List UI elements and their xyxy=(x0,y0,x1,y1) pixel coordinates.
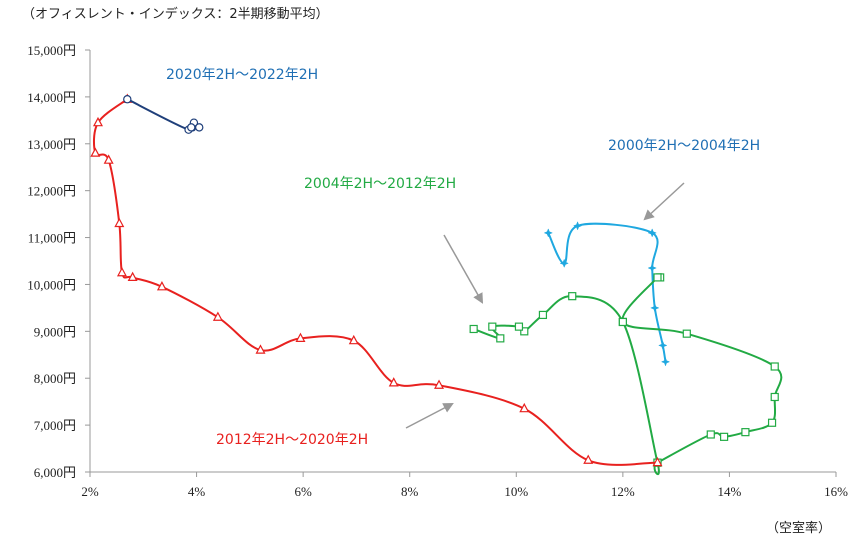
y-tick-label: 12,000円 xyxy=(27,184,76,199)
series-2 xyxy=(90,93,663,467)
data-point xyxy=(568,292,577,301)
data-point xyxy=(212,311,223,321)
y-tick-label: 10,000円 xyxy=(27,277,76,292)
y-tick-label: 8,000円 xyxy=(34,371,76,386)
data-point xyxy=(770,362,779,371)
chart-title: （オフィスレント・インデックス：2半期移動平均） xyxy=(22,6,329,22)
data-point xyxy=(488,322,497,331)
data-point xyxy=(653,273,662,282)
x-tick-label: 12% xyxy=(611,484,635,499)
x-tick-label: 10% xyxy=(504,484,528,499)
axes: 6,000円 7,000円 8,000円 9,000円 10,000円 11,000円 12… xyxy=(27,43,848,499)
x-tick-label: 8% xyxy=(401,484,419,499)
annotation-2004-2012: 2004年2H～2012年2H xyxy=(304,176,456,192)
data-point xyxy=(103,154,114,164)
series-3 xyxy=(123,95,204,134)
data-point xyxy=(618,317,627,327)
data-point xyxy=(520,327,529,336)
annotation-arrow xyxy=(443,234,484,304)
data-point xyxy=(647,263,657,273)
annotation-arrows xyxy=(405,182,685,429)
data-point xyxy=(741,428,750,437)
y-tick-label: 7,000円 xyxy=(34,418,76,433)
data-point xyxy=(583,454,594,464)
data-point xyxy=(538,310,548,320)
data-point xyxy=(116,266,127,277)
y-tick-label: 9,000円 xyxy=(34,324,76,339)
annotation-arrow xyxy=(405,403,454,429)
data-point xyxy=(658,340,668,351)
y-tick-label: 6,000円 xyxy=(34,465,76,480)
data-point xyxy=(123,95,132,104)
data-point xyxy=(652,456,663,467)
data-point xyxy=(90,147,101,157)
series-line xyxy=(93,98,658,466)
x-tick-label: 6% xyxy=(294,484,312,499)
data-point xyxy=(559,258,569,268)
x-tick-label: 2% xyxy=(81,484,99,499)
data-point xyxy=(770,392,779,402)
data-point xyxy=(469,324,478,334)
data-point xyxy=(519,402,530,413)
data-point xyxy=(514,322,524,331)
x-tick-label: 14% xyxy=(718,484,742,499)
annotation-2020-2022: 2020年2H～2022年2H xyxy=(166,67,318,83)
annotation-2012-2020: 2012年2H～2020年2H xyxy=(216,432,368,448)
y-tick-label: 14,000円 xyxy=(27,90,76,105)
series-line xyxy=(473,273,783,476)
y-tick-label: 11,000円 xyxy=(28,231,76,246)
data-point xyxy=(543,228,553,238)
data-point xyxy=(255,344,266,354)
series-line xyxy=(547,222,667,362)
x-tick-label: 4% xyxy=(188,484,206,499)
data-point xyxy=(647,228,657,238)
data-point xyxy=(92,116,103,127)
data-point xyxy=(195,123,204,132)
data-point xyxy=(660,357,671,367)
data-point xyxy=(388,377,399,387)
data-point xyxy=(114,217,125,228)
series-1 xyxy=(469,273,783,476)
x-tick-label: 16% xyxy=(824,484,848,499)
x-axis-label: （空室率） xyxy=(766,520,831,536)
series-layer xyxy=(90,93,783,476)
y-tick-label: 15,000円 xyxy=(27,43,76,58)
data-point xyxy=(650,303,660,313)
data-point xyxy=(767,418,777,427)
data-point xyxy=(156,281,167,291)
data-point xyxy=(127,271,138,282)
annotation-2000-2004: 2000年2H～2004年2H xyxy=(608,138,760,154)
data-point xyxy=(434,379,445,389)
y-tick-label: 13,000円 xyxy=(27,137,76,152)
annotation-arrow xyxy=(643,182,685,221)
data-point xyxy=(719,432,729,441)
series-0 xyxy=(543,221,671,367)
data-point xyxy=(572,221,583,231)
data-point xyxy=(682,329,691,338)
data-point xyxy=(348,334,359,345)
data-point xyxy=(187,123,196,132)
data-point xyxy=(496,334,505,343)
data-point xyxy=(295,332,306,342)
data-point xyxy=(706,430,715,439)
